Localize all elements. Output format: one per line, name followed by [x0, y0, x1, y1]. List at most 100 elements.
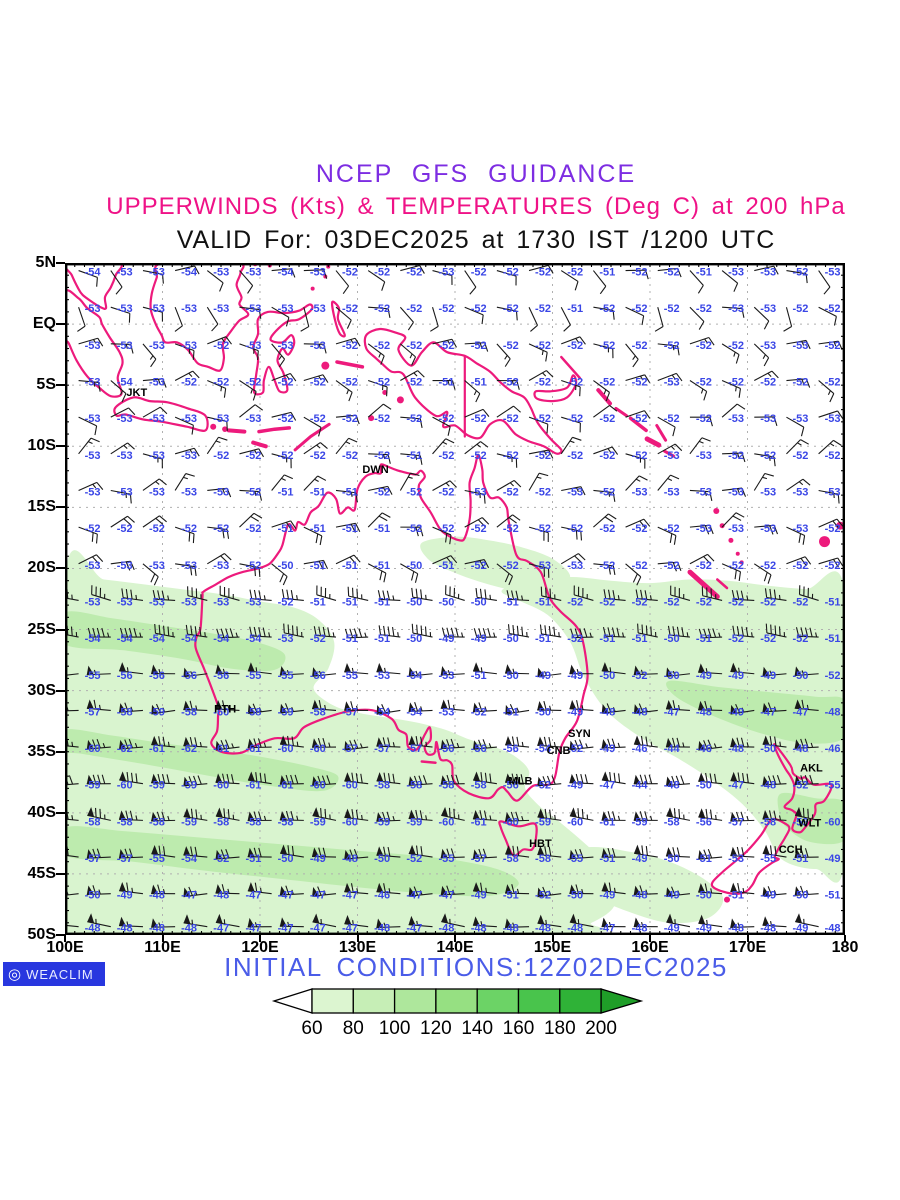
temperature-value: -47: [728, 780, 744, 792]
wind-barb-feather: [639, 885, 644, 895]
wind-barb-pennant: [762, 775, 770, 786]
wind-barb-staff: [509, 632, 530, 638]
wind-barb-half-feather: [645, 707, 648, 712]
wind-barb-feather: [609, 404, 618, 412]
wind-barb-feather: [510, 811, 515, 822]
small-island: [724, 896, 731, 903]
temperature-value: -52: [664, 340, 680, 352]
wind-barb-pennant: [247, 847, 255, 857]
wind-barb-half-feather: [672, 670, 676, 676]
wind-barb-feather: [707, 628, 712, 638]
wind-barb-feather: [736, 590, 740, 600]
wind-barb-pennant: [247, 771, 255, 782]
wind-barb-half-feather: [608, 492, 611, 497]
temperature-value: -51: [599, 267, 615, 279]
wind-barb-half-feather: [589, 632, 592, 638]
temperature-value: -59: [149, 706, 165, 718]
wind-barb-feather: [253, 626, 257, 637]
valid-time-line: VALID For: 03DEC2025 at 1730 IST /1200 U…: [176, 226, 776, 254]
wind-barb-staff: [251, 598, 272, 601]
wind-barb-feather: [258, 627, 262, 637]
wind-barb-pennant: [408, 776, 416, 786]
wind-barb-pennant: [87, 913, 95, 924]
wind-barb-feather: [551, 775, 556, 785]
wind-barb-half-feather: [575, 487, 579, 492]
temperature-value: -54: [374, 706, 391, 718]
wind-barb-feather: [223, 388, 227, 398]
wind-barb-half-feather: [98, 704, 101, 710]
temperature-value: -52: [760, 633, 776, 645]
wind-barb-pennant: [505, 773, 513, 783]
temperature-value: -51: [535, 633, 551, 645]
temperature-value: -55: [278, 670, 294, 682]
wind-barb-staff: [702, 595, 723, 601]
wind-barb-feather: [354, 337, 361, 347]
wind-barb-feather: [581, 809, 584, 819]
wind-barb-pennant: [440, 699, 448, 709]
wind-barb-pennant: [118, 916, 126, 926]
temperature-value: -52: [310, 633, 326, 645]
coastline: [498, 820, 538, 857]
temperature-value: -47: [406, 890, 422, 902]
temperature-value: -52: [696, 560, 712, 572]
colorbar-segment: [517, 988, 561, 1014]
wind-barb-feather: [446, 557, 454, 565]
wind-barb-staff: [528, 306, 539, 326]
wind-barb-half-feather: [769, 670, 773, 676]
wind-barb-feather: [414, 573, 419, 583]
island-coastline: [614, 406, 629, 418]
wind-barb-feather: [767, 702, 773, 712]
small-island: [739, 560, 744, 565]
wind-barb-staff: [818, 489, 839, 495]
small-island: [222, 426, 228, 432]
wind-barb-pennant: [762, 810, 770, 820]
wind-barb-half-feather: [388, 888, 391, 893]
temperature-value: -51: [825, 596, 841, 608]
temperature-value: -52: [632, 303, 648, 315]
wind-barb-feather: [802, 807, 805, 818]
lat-outer-tick: [56, 750, 65, 753]
wind-barb-half-feather: [157, 379, 161, 384]
wind-barb-pennant: [312, 667, 320, 677]
temperature-value: -50: [439, 596, 455, 608]
wind-barb-half-feather: [296, 741, 299, 747]
temperature-value: -54: [117, 633, 134, 645]
wind-barb-feather: [130, 589, 133, 600]
wind-barb-half-feather: [285, 374, 290, 380]
temperature-value: -50: [535, 706, 551, 718]
island-coastline: [663, 449, 675, 458]
temperature-value: -52: [181, 523, 197, 535]
temperature-value: -53: [760, 340, 776, 352]
wind-barb-staff: [247, 890, 272, 895]
wind-barb-half-feather: [415, 670, 419, 676]
wind-barb-feather: [672, 626, 676, 636]
coastlines: [65, 263, 845, 903]
colorbar-label: 200: [585, 1018, 617, 1039]
wind-barb-half-feather: [521, 595, 524, 601]
temperature-value: -47: [439, 890, 455, 902]
wind-barb-half-feather: [183, 476, 188, 480]
wind-barb-half-feather: [769, 456, 771, 461]
wind-barb-pennant: [215, 913, 223, 924]
wind-barb-feather: [379, 570, 383, 581]
wind-barb-pennant: [441, 806, 449, 817]
temperature-value: -54: [181, 853, 198, 865]
wind-barb-staff: [118, 818, 143, 821]
wind-barb-pennant: [312, 738, 320, 748]
temperature-value: -53: [117, 267, 133, 279]
temperature-value: -51: [696, 633, 712, 645]
wind-barb-staff: [754, 370, 773, 382]
wind-barb-pennant: [151, 811, 159, 821]
temperature-value: -52: [632, 340, 648, 352]
wind-barb-half-feather: [189, 449, 193, 454]
wind-barb-feather: [287, 845, 290, 855]
wind-barb-feather: [162, 846, 166, 856]
wind-barb-staff: [698, 922, 723, 928]
wind-barb-staff: [698, 671, 723, 675]
wind-barb-feather: [446, 739, 451, 749]
wind-barb-feather: [579, 336, 586, 345]
temperature-value: -50: [278, 560, 294, 572]
wind-barb-half-feather: [746, 595, 749, 601]
wind-barb-pennant: [440, 739, 448, 749]
wind-barb-feather: [544, 846, 547, 856]
